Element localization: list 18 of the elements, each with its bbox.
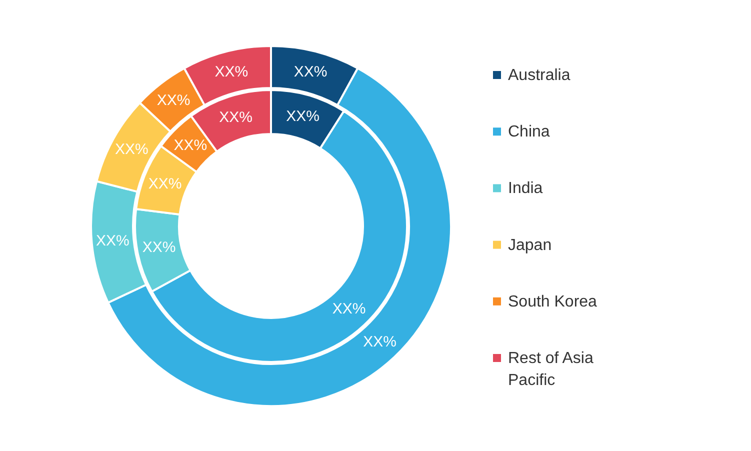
legend-label: Japan [508,236,552,254]
data-label: XX% [363,333,397,350]
data-label: XX% [332,300,366,318]
legend-label: Australia [508,66,570,84]
data-label: XX% [142,238,176,256]
data-label: XX% [114,140,148,158]
data-label: XX% [148,176,182,193]
data-label: XX% [294,63,328,80]
data-label: XX% [96,232,130,250]
data-label: XX% [174,136,208,154]
legend-label: South Korea [508,292,598,310]
legend-label: China [508,123,550,140]
data-label: XX% [156,92,190,109]
data-label: XX% [219,109,252,126]
data-label: XX% [286,108,320,126]
legend-label: Rest of Asia Pacific [508,350,594,388]
data-label: XX% [214,63,248,80]
legend-label: India [508,180,543,197]
